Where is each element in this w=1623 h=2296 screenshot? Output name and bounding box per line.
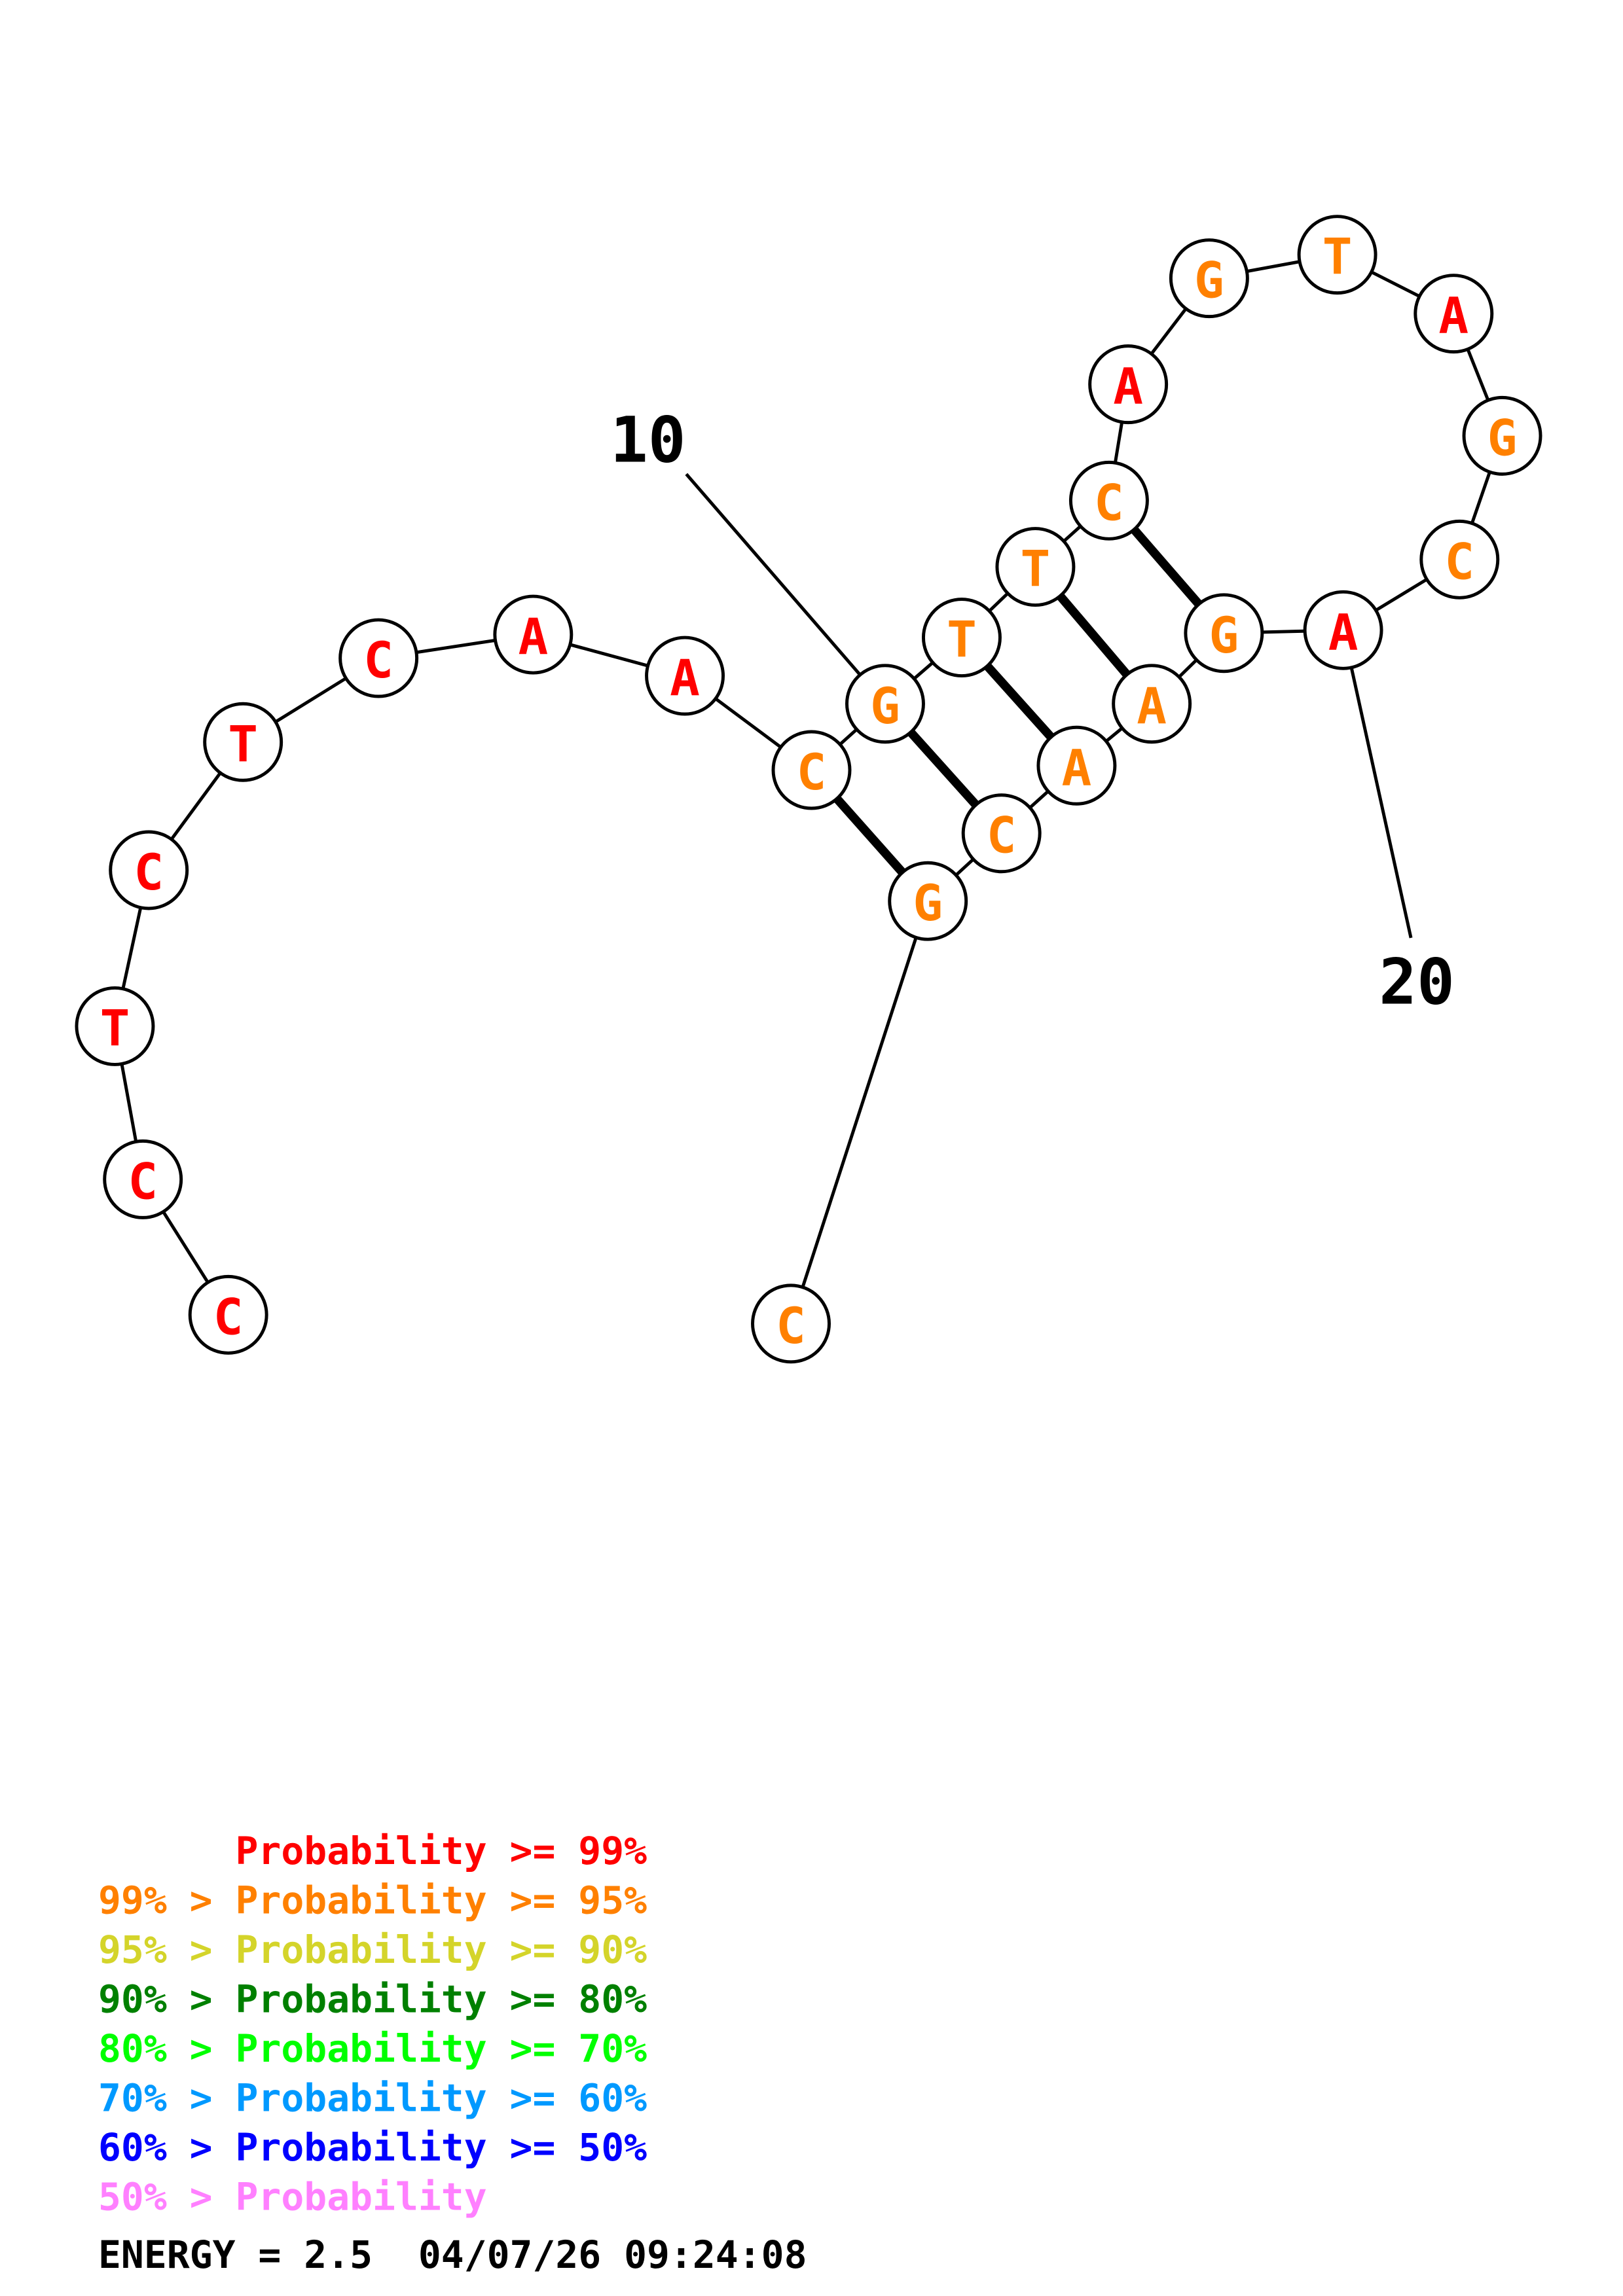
nucleotide: T	[995, 527, 1076, 607]
position-marker-line	[685, 473, 886, 705]
nucleotide-circle	[751, 1283, 831, 1364]
nucleotide-base: A	[1113, 357, 1143, 416]
nucleotide-base: G	[1209, 606, 1239, 664]
position-marker-lines	[685, 473, 1413, 939]
energy-line: ENERGY = 2.5 04/07/26 09:24:08	[98, 2233, 807, 2277]
nucleotide: C	[961, 793, 1042, 874]
nucleotide-base: A	[1328, 603, 1359, 661]
nucleotide: C	[188, 1274, 268, 1355]
nucleotide: A	[1088, 344, 1169, 425]
nucleotide-circle	[1169, 238, 1249, 319]
legend-entry: 60% > Probability >= 50%	[98, 2125, 647, 2170]
nucleotide-circle	[995, 527, 1076, 607]
nucleotide: A	[1036, 725, 1117, 806]
nucleotide-circle	[1184, 593, 1264, 673]
nucleotide-circle	[338, 618, 419, 698]
nucleotide: T	[75, 986, 155, 1066]
nucleotide-circle	[1303, 590, 1383, 670]
nucleotide: A	[645, 636, 725, 716]
nucleotide: A	[1112, 664, 1192, 744]
nucleotide-base: G	[1194, 251, 1224, 310]
nucleotide-base: C	[1094, 473, 1124, 531]
nucleotide: A	[1413, 274, 1494, 354]
nucleotide: G	[845, 664, 925, 744]
nucleotide-base: T	[1021, 540, 1051, 598]
nucleotide-circle	[1036, 725, 1117, 806]
nucleotide-circle	[493, 594, 574, 675]
nucleotide: G	[1169, 238, 1249, 319]
nucleotide-circle	[1297, 215, 1377, 295]
nucleotide: A	[1303, 590, 1383, 670]
nucleotide-base: C	[128, 1152, 158, 1210]
nucleotide-circle	[1462, 395, 1542, 476]
position-label: 20	[1379, 945, 1455, 1018]
nucleotide-base: C	[1444, 532, 1474, 590]
nucleotide-base: C	[213, 1287, 244, 1346]
nucleotide: C	[771, 730, 852, 810]
nucleotide: T	[921, 598, 1002, 678]
legend-entry: Probability >= 99%	[98, 1829, 647, 1873]
nucleotide: C	[103, 1139, 183, 1219]
nucleotide-base: C	[363, 631, 393, 689]
nucleotide-circle	[888, 861, 968, 941]
nucleotide-circle	[771, 730, 852, 810]
nucleotide: G	[888, 861, 968, 941]
nucleotide-base: C	[797, 743, 827, 801]
backbone-segment	[789, 900, 930, 1325]
nucleotide-circle	[75, 986, 155, 1066]
nucleotide-circle	[1413, 274, 1494, 354]
nucleotide-base: T	[228, 715, 258, 773]
nucleotide: C	[1419, 519, 1500, 600]
nucleotide: G	[1184, 593, 1264, 673]
nucleotide: T	[203, 702, 283, 782]
legend-entry: 90% > Probability >= 80%	[98, 1977, 647, 2022]
legend-entry: 70% > Probability >= 60%	[98, 2076, 647, 2121]
nucleotide-circle	[109, 830, 189, 910]
nucleotide-circle	[103, 1139, 183, 1219]
nucleotide: T	[1297, 215, 1377, 295]
nucleotide: A	[493, 594, 574, 675]
nucleotide-circle	[188, 1274, 268, 1355]
position-label: 10	[610, 404, 686, 477]
nucleotide-base: G	[913, 874, 943, 932]
nucleotide-base: A	[518, 607, 548, 666]
nucleotide-base: T	[100, 999, 130, 1057]
nucleotide-circle	[645, 636, 725, 716]
nucleotide-circle	[1419, 519, 1500, 600]
nucleotide: C	[109, 830, 189, 910]
position-marker-line	[1341, 630, 1413, 939]
nucleotide-base: A	[1438, 287, 1468, 345]
nucleotide-base: G	[1487, 408, 1518, 467]
nucleotide-base: G	[870, 677, 900, 735]
legend-entry: 99% > Probability >= 95%	[98, 1878, 647, 1923]
legend-entry: 80% > Probability >= 70%	[98, 2026, 647, 2071]
nucleotide-circle	[961, 793, 1042, 874]
nucleotide-circle	[845, 664, 925, 744]
probability-legend: Probability >= 99% 99% > Probability >= 9…	[98, 1829, 647, 2219]
legend-entry: 95% > Probability >= 90%	[98, 1928, 647, 1972]
nucleotide-base: C	[134, 843, 164, 901]
position-labels: 10 20	[610, 404, 1455, 1019]
nucleotide-circle	[921, 598, 1002, 678]
nucleotide-circle	[203, 702, 283, 782]
nucleotide-base: T	[947, 611, 977, 669]
nucleotide: G	[1462, 395, 1542, 476]
nucleotide-circle	[1088, 344, 1169, 425]
nucleotide-base: A	[670, 649, 700, 707]
nucleotide-base: T	[1322, 228, 1353, 286]
nucleotide-circle	[1068, 460, 1149, 541]
nucleotide-base: C	[776, 1297, 806, 1355]
nucleotide: C	[1068, 460, 1149, 541]
nucleotide-circle	[1112, 664, 1192, 744]
nucleotide: C	[751, 1283, 831, 1364]
nucleotide-base: A	[1137, 677, 1167, 735]
nucleotide: C	[338, 618, 419, 698]
legend-entry: 50% > Probability	[98, 2175, 487, 2219]
nucleotide-base: A	[1062, 738, 1092, 797]
nucleotide-base: C	[987, 806, 1017, 865]
